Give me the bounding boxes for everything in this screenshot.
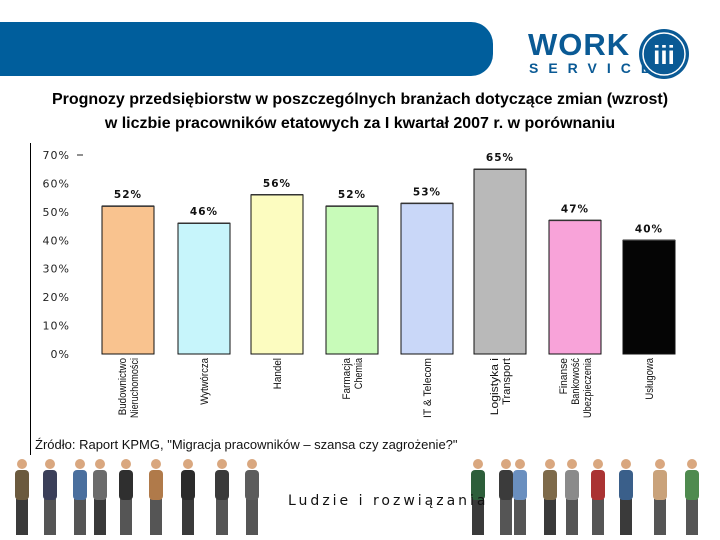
person-figure-icon bbox=[499, 459, 513, 535]
source-note: Źródło: Raport KPMG, "Migracja pracownik… bbox=[35, 437, 458, 452]
work-service-logo: WORK SERVICE iii bbox=[522, 25, 702, 80]
y-tick-label: 30% bbox=[43, 263, 70, 276]
y-tick-label: 40% bbox=[43, 234, 70, 247]
category-label: Farmacja bbox=[341, 357, 353, 399]
y-tick-label: 20% bbox=[43, 291, 70, 304]
person-figure-icon bbox=[619, 459, 633, 535]
y-tick-label: 0% bbox=[51, 348, 70, 361]
bar bbox=[473, 168, 527, 355]
person-figure-icon bbox=[73, 459, 87, 535]
person-figure-icon bbox=[653, 459, 667, 535]
tagline: Ludzie i rozwiązania bbox=[288, 493, 489, 509]
category-label: Wytwórcza bbox=[199, 357, 211, 405]
y-tick-label: 10% bbox=[43, 320, 70, 333]
category-label: Usługowa bbox=[644, 357, 656, 399]
bar-value-label: 40% bbox=[635, 223, 663, 235]
bar bbox=[177, 222, 231, 355]
bar-value-label: 52% bbox=[338, 189, 366, 201]
chart-title-line-2: w liczbie pracowników etatowych za I kwa… bbox=[104, 115, 616, 132]
category-label: Chemia bbox=[353, 357, 365, 389]
y-tick-label: 60% bbox=[43, 177, 70, 190]
category-label: IT & Telecom bbox=[422, 358, 434, 418]
bar-value-label: 47% bbox=[561, 203, 589, 215]
bar-value-label: 52% bbox=[114, 189, 142, 201]
y-tick-label: 50% bbox=[43, 206, 70, 219]
logo-sub: SERVICE bbox=[529, 60, 661, 76]
logo-word: WORK bbox=[528, 27, 631, 62]
logo-iii-icon: iii bbox=[639, 29, 689, 79]
category-label: Finanse bbox=[558, 358, 570, 394]
person-figure-icon bbox=[43, 459, 57, 535]
person-figure-icon bbox=[215, 459, 229, 535]
category-label: Nieruchomości bbox=[129, 358, 141, 418]
person-figure-icon bbox=[543, 459, 557, 535]
bar bbox=[400, 202, 454, 355]
person-figure-icon bbox=[15, 459, 29, 535]
logo-mark: iii bbox=[653, 40, 675, 70]
bar bbox=[101, 205, 155, 355]
bar bbox=[325, 205, 379, 355]
y-tick-label: 70% bbox=[43, 149, 70, 162]
people-illustration bbox=[15, 459, 699, 535]
person-figure-icon bbox=[149, 459, 163, 535]
category-label: Transport bbox=[501, 358, 513, 405]
bar-value-label: 56% bbox=[263, 178, 291, 190]
person-figure-icon bbox=[565, 459, 579, 535]
chart-title-line-1: Prognozy przedsiębiorstw w poszczególnyc… bbox=[51, 91, 669, 108]
category-label: Ubezpieczenia bbox=[582, 357, 594, 418]
category-label: Logistyka i bbox=[489, 358, 501, 415]
person-figure-icon bbox=[181, 459, 195, 535]
bar-value-label: 53% bbox=[413, 186, 441, 198]
person-figure-icon bbox=[93, 459, 107, 535]
bar-value-label: 46% bbox=[190, 206, 218, 218]
chart-title: Prognozy przedsiębiorstw w poszczególnyc… bbox=[0, 88, 720, 136]
chart-frame-line bbox=[30, 143, 31, 455]
category-label: Handel bbox=[272, 358, 284, 389]
person-figure-icon bbox=[591, 459, 605, 535]
person-figure-icon bbox=[685, 459, 699, 535]
person-figure-icon bbox=[513, 459, 527, 535]
category-label: Bankowość bbox=[570, 358, 582, 405]
bar bbox=[250, 194, 304, 355]
header-bar bbox=[0, 22, 493, 76]
person-figure-icon bbox=[471, 459, 485, 535]
bar bbox=[548, 219, 602, 355]
category-label: Budownictwo bbox=[117, 358, 129, 415]
person-figure-icon bbox=[245, 459, 259, 535]
person-figure-icon bbox=[119, 459, 133, 535]
bar bbox=[622, 239, 676, 355]
bar-value-label: 65% bbox=[486, 152, 514, 164]
